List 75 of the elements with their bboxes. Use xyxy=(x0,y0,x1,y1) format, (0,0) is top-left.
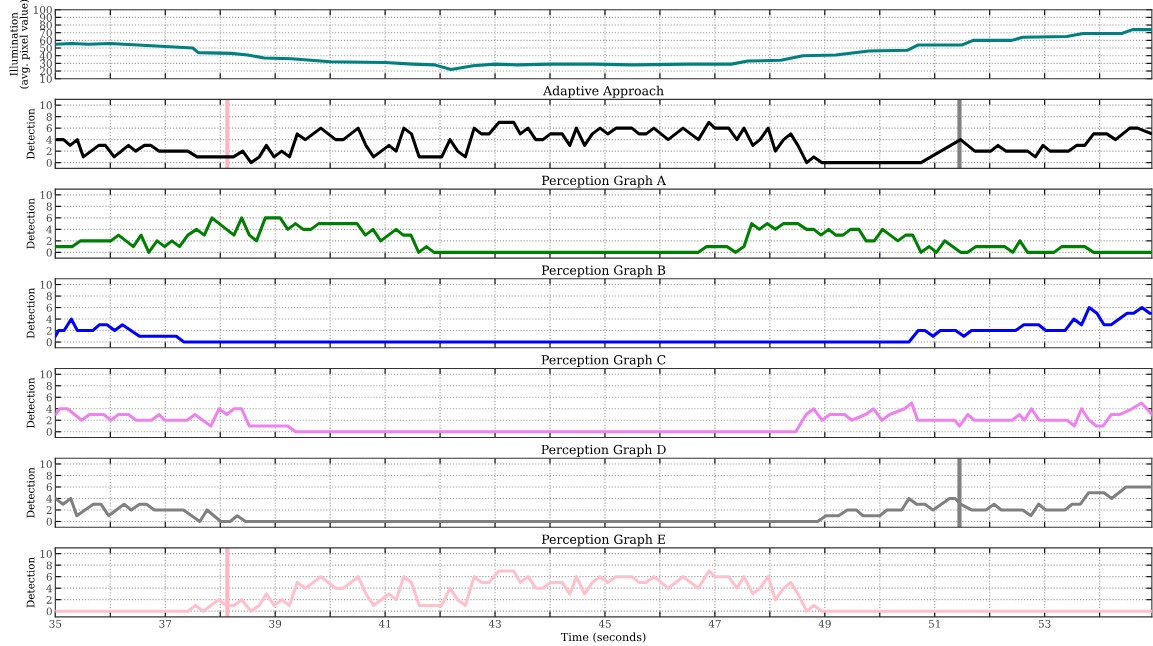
y-tick-label: 0 xyxy=(46,338,52,347)
x-tick-label: 43 xyxy=(488,619,501,628)
y-tick-label: 10 xyxy=(40,549,52,558)
y-tick-label: 40 xyxy=(39,51,52,60)
y-tick-label: 8 xyxy=(46,112,52,121)
y-tick-label: 4 xyxy=(46,315,53,324)
y-tick-label: 2 xyxy=(46,237,52,245)
line-series xyxy=(55,401,1152,434)
y-axis-title: Detection xyxy=(26,198,35,249)
chart-title: Adaptive Approach xyxy=(543,85,664,98)
y-tick-label: 80 xyxy=(40,21,52,30)
x-tick-label: 49 xyxy=(818,619,831,628)
x-tick-label: 41 xyxy=(378,619,391,628)
y-tick-label: 4 xyxy=(46,584,53,593)
y-tick-label: 8 xyxy=(46,561,52,570)
x-axis-title: Time (seconds) xyxy=(560,632,646,643)
x-tick-label: 51 xyxy=(929,619,940,628)
y-tick-label: 100 xyxy=(33,5,52,14)
y-tick-label: 2 xyxy=(46,506,52,514)
y-tick-label: 6 xyxy=(46,303,52,312)
line-series xyxy=(55,216,1152,254)
chart-title: Perception Graph D xyxy=(541,444,666,457)
y-tick-label: 0 xyxy=(46,158,52,167)
y-tick-label: 10 xyxy=(40,460,52,469)
y-tick-label: 70 xyxy=(40,28,52,37)
y-tick-label: 10 xyxy=(40,370,52,379)
y-tick-label: 4 xyxy=(46,404,53,413)
x-tick-label: 47 xyxy=(708,619,721,628)
x-tick-label: 39 xyxy=(269,619,282,628)
y-tick-label: 2 xyxy=(46,416,52,425)
y-tick-label: 8 xyxy=(46,292,52,301)
y-axis-title: Detection xyxy=(26,467,35,518)
y-axis-title: Detection xyxy=(26,108,35,159)
x-tick-label: 37 xyxy=(159,619,172,628)
y-tick-label: 4 xyxy=(46,135,53,144)
y-tick-label: 20 xyxy=(40,67,52,76)
y-tick-label: 10 xyxy=(40,74,52,83)
y-tick-label: 10 xyxy=(40,191,52,199)
chart-title: Perception Graph B xyxy=(541,265,666,278)
y-tick-label: 8 xyxy=(46,471,52,480)
y-tick-label: 50 xyxy=(40,44,52,53)
y-tick-label: 0 xyxy=(46,248,52,257)
line-series xyxy=(55,28,1152,72)
y-axis-title: Detection xyxy=(26,377,35,429)
y-tick-label: 60 xyxy=(40,36,52,45)
x-tick-label: 45 xyxy=(598,619,611,628)
chart-title: Perception Graph A xyxy=(541,175,667,188)
chart-title: Perception Graph C xyxy=(541,354,666,367)
y-axis-title: Detection xyxy=(26,557,35,608)
y-tick-label: 10 xyxy=(40,280,52,289)
y-tick-label: 90 xyxy=(39,13,52,22)
x-tick-label: 35 xyxy=(49,619,62,628)
y-tick-label: 0 xyxy=(46,427,52,436)
y-axis-title: Illumination (avg. pixel value) xyxy=(9,0,30,89)
y-tick-label: 10 xyxy=(40,101,52,110)
y-tick-label: 8 xyxy=(46,202,52,211)
y-tick-label: 8 xyxy=(46,381,52,390)
y-tick-label: 2 xyxy=(46,326,52,335)
y-tick-label: 6 xyxy=(46,572,52,581)
x-tick-label: 53 xyxy=(1038,619,1051,628)
y-tick-label: 6 xyxy=(46,214,52,222)
y-tick-label: 6 xyxy=(46,483,52,492)
y-tick-label: 4 xyxy=(46,225,53,234)
y-tick-label: 0 xyxy=(46,517,52,526)
y-tick-label: 6 xyxy=(46,393,52,402)
chart-title: Perception Graph E xyxy=(541,534,665,547)
y-tick-label: 2 xyxy=(46,595,52,604)
y-tick-label: 2 xyxy=(46,147,52,156)
line-series xyxy=(55,120,1152,165)
y-tick-label: 4 xyxy=(46,494,53,503)
y-axis-title: Detection xyxy=(26,288,35,339)
y-tick-label: 6 xyxy=(46,124,52,133)
line-series xyxy=(55,306,1152,344)
y-tick-label: 0 xyxy=(46,607,52,616)
y-tick-label: 30 xyxy=(40,59,52,68)
